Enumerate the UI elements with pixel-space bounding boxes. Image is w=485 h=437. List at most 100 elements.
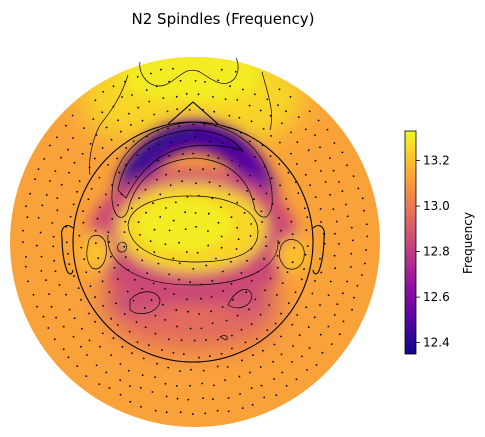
sensor-dot: [365, 249, 367, 251]
sensor-dot: [117, 119, 119, 122]
sensor-dot: [308, 347, 311, 349]
sensor-dot: [200, 297, 202, 300]
sensor-dot: [179, 79, 182, 82]
sensor-dot: [186, 196, 189, 198]
sensor-dot: [329, 193, 331, 196]
sensor-dot: [98, 176, 101, 179]
sensor-dot: [82, 221, 85, 224]
sensor-dot: [115, 302, 117, 305]
sensor-dot: [270, 135, 272, 137]
sensor-dot: [276, 266, 279, 269]
contour-temporal-right: [278, 239, 305, 270]
sensor-dot: [243, 212, 246, 214]
sensor-dot: [319, 257, 321, 260]
sensor-dot: [176, 325, 178, 328]
sensor-dot: [221, 142, 224, 145]
sensor-dot: [350, 266, 352, 268]
sensor-dot: [296, 141, 299, 144]
sensor-dot: [220, 246, 223, 249]
sensor-dot: [149, 240, 152, 243]
sensor-dot: [259, 184, 262, 187]
sensor-dot: [323, 242, 326, 245]
sensor-dot: [334, 232, 336, 235]
sensor-dot: [194, 212, 197, 214]
sensor-dot: [36, 305, 38, 308]
contour-central: [127, 195, 259, 263]
sensor-dot: [138, 197, 141, 200]
region-frontal-pole: [122, 57, 262, 105]
sensor-dot: [83, 127, 85, 129]
sensor-dot: [76, 365, 79, 367]
sensor-dot: [342, 292, 344, 295]
sensor-dot: [261, 221, 263, 223]
sensor-dot: [245, 291, 248, 294]
sensor-dot: [102, 90, 105, 93]
sensor-dot: [127, 269, 130, 271]
sensor-dot: [278, 216, 280, 219]
sensor-dot: [132, 299, 135, 302]
sensor-dot: [169, 184, 172, 187]
sensor-dot: [129, 385, 131, 387]
sensor-dot: [346, 215, 349, 218]
sensor-dot: [304, 128, 307, 131]
sensor-dot: [212, 96, 214, 98]
sensor-dot: [136, 341, 139, 344]
sensor-dot: [41, 204, 44, 207]
sensor-dot: [324, 181, 327, 183]
sensor-dot: [212, 398, 214, 401]
sensor-dot: [228, 193, 231, 196]
sensor-dot: [53, 259, 56, 262]
sensor-dot: [280, 353, 283, 356]
sensor-dot: [190, 368, 192, 371]
contour-arc-inner: [117, 129, 243, 199]
sensor-dot: [179, 370, 181, 373]
sensor-dot: [164, 207, 167, 209]
sensor-dot: [364, 262, 366, 265]
sensor-dot: [248, 104, 251, 107]
sensor-dot: [108, 387, 111, 389]
sensor-dot: [97, 257, 100, 259]
sensor-dot: [112, 105, 115, 108]
sensor-dot: [294, 291, 297, 294]
sensor-dot: [85, 375, 88, 377]
sensor-dot: [304, 207, 306, 210]
sensor-dot: [238, 165, 241, 167]
sensor-dot: [320, 221, 322, 223]
sensor-dot: [259, 109, 262, 112]
sensor-dot: [297, 192, 300, 195]
sensor-dot: [90, 187, 93, 190]
sensor-dot: [141, 374, 144, 376]
sensor-dot: [256, 338, 258, 340]
sensor-dot: [154, 332, 157, 335]
sensor-dot: [129, 400, 132, 403]
sensor-dot: [315, 364, 318, 366]
sensor-dot: [195, 225, 198, 228]
sensor-dot: [175, 95, 178, 98]
colorbar-tick-label: 12.8: [423, 245, 450, 259]
contour-lines: [86, 57, 305, 341]
sensor-dot: [230, 260, 232, 263]
sensor-dot: [180, 339, 183, 342]
sensor-dot: [304, 253, 307, 256]
sensor-dot: [332, 169, 335, 172]
sensor-dot: [351, 308, 353, 311]
sensor-dot: [261, 144, 264, 147]
colorbar-ticks: 12.4 12.6 12.8 13.0 13.2: [416, 154, 450, 350]
sensor-dot: [137, 106, 140, 109]
sensor-dot: [334, 267, 337, 270]
sensor-dot: [321, 351, 324, 354]
sensor-dot: [82, 210, 84, 213]
sensor-dot: [121, 345, 124, 348]
sensor-dot: [121, 96, 123, 98]
sensor-dot: [52, 235, 55, 238]
sensor-dot: [278, 241, 281, 244]
sensor-dot: [120, 193, 123, 196]
sensor-dot: [228, 114, 231, 117]
sensor-dot: [176, 108, 179, 111]
sensor-dot: [45, 194, 48, 196]
sensor-dot: [207, 212, 210, 215]
sensor-dot: [220, 206, 222, 209]
sensor-dot: [42, 315, 45, 318]
sensor-dot: [123, 231, 126, 234]
sensor-dot: [227, 410, 230, 413]
